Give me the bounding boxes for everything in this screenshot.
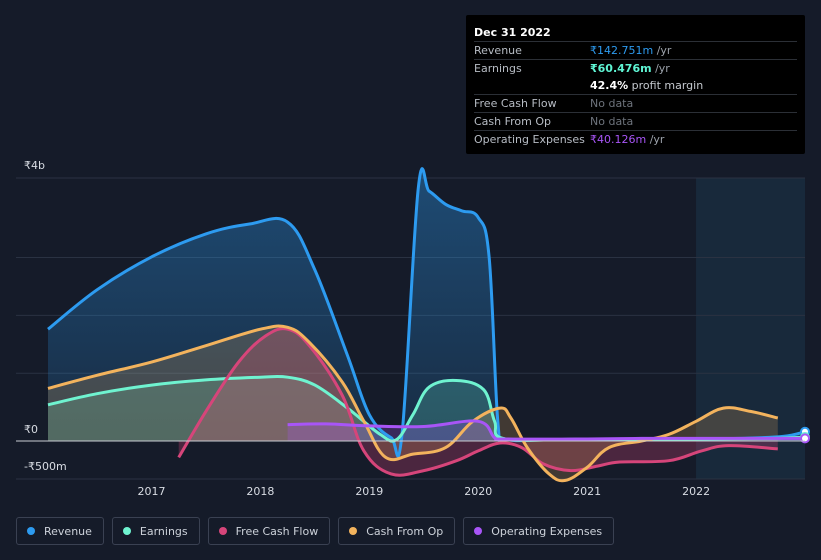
- revenue-value: ₹142.751m: [590, 44, 654, 57]
- x-tick-label: 2022: [682, 485, 710, 498]
- legend-dot-icon: [122, 527, 131, 535]
- tooltip-value: 42.4% profit margin: [590, 77, 797, 94]
- chart-legend: Revenue Earnings Free Cash Flow Cash Fro…: [16, 517, 615, 545]
- series-area-cash-from-op: [48, 325, 778, 481]
- legend-dot-icon: [27, 527, 35, 535]
- legend-item-cash-from-op[interactable]: Cash From Op: [338, 517, 456, 545]
- tooltip-label: Earnings: [474, 62, 522, 75]
- forecast-region: [696, 178, 805, 479]
- tooltip-label: Revenue: [474, 44, 522, 57]
- legend-item-revenue[interactable]: Revenue: [16, 517, 104, 545]
- opex-unit: /yr: [646, 133, 665, 146]
- x-tick-label: 2018: [246, 485, 274, 498]
- tooltip-row-cfo: Cash From Op No data: [474, 112, 797, 130]
- series-line-operating-expenses: [287, 419, 805, 441]
- x-tick-label: 2017: [137, 485, 165, 498]
- tooltip-value: No data: [590, 97, 634, 110]
- tooltip-value: ₹40.126m /yr: [590, 131, 797, 148]
- legend-item-operating-expenses[interactable]: Operating Expenses: [463, 517, 615, 545]
- x-tick-label: 2019: [355, 485, 383, 498]
- tooltip-row-margin: 42.4% profit margin: [474, 77, 797, 94]
- earnings-unit: /yr: [651, 62, 670, 75]
- margin-value: 42.4%: [590, 79, 629, 92]
- series-area-earnings: [48, 376, 805, 442]
- y-tick-label-zero: ₹0: [24, 423, 38, 436]
- tooltip-row-opex: Operating Expenses ₹40.126m /yr: [474, 130, 797, 148]
- x-tick-label: 2020: [464, 485, 492, 498]
- legend-item-earnings[interactable]: Earnings: [111, 517, 200, 545]
- legend-label: Cash From Op: [366, 524, 444, 538]
- tooltip-label-spacer: [474, 77, 590, 94]
- x-tick-label: 2021: [573, 485, 601, 498]
- legend-dot-icon: [218, 527, 227, 535]
- tooltip-row-revenue: Revenue ₹142.751m /yr: [474, 41, 797, 59]
- earnings-value: ₹60.476m: [590, 62, 652, 75]
- tooltip-row-fcf: Free Cash Flow No data: [474, 94, 797, 112]
- legend-label: Free Cash Flow: [235, 524, 319, 538]
- legend-label: Earnings: [139, 524, 188, 538]
- tooltip-label: Operating Expenses: [474, 133, 585, 146]
- series-area-operating-expenses: [287, 420, 806, 441]
- legend-dot-icon: [474, 527, 483, 535]
- series-line-free-cash-flow: [177, 327, 778, 477]
- opex-value: ₹40.126m: [590, 133, 647, 146]
- series-area-free-cash-flow: [178, 328, 778, 476]
- legend-label: Operating Expenses: [491, 524, 603, 538]
- tooltip-label: Cash From Op: [474, 115, 552, 128]
- tooltip-value: No data: [590, 115, 634, 128]
- data-tooltip: Dec 31 2022 Revenue ₹142.751m /yr Earnin…: [466, 15, 805, 154]
- series-area-revenue: [48, 168, 805, 457]
- tooltip-value: ₹142.751m /yr: [590, 42, 797, 59]
- series-line-cash-from-op: [47, 324, 779, 483]
- revenue-unit: /yr: [653, 44, 672, 57]
- series-endpoint-operating-expenses: [800, 433, 810, 444]
- margin-text: profit margin: [628, 79, 704, 92]
- tooltip-label: Free Cash Flow: [474, 97, 557, 110]
- tooltip-date: Dec 31 2022: [474, 26, 551, 39]
- legend-label: Revenue: [44, 524, 92, 538]
- y-tick-label-top: ₹4b: [24, 159, 45, 172]
- series-layer: [47, 167, 810, 483]
- legend-item-free-cash-flow[interactable]: Free Cash Flow: [207, 517, 331, 545]
- tooltip-row-earnings: Earnings ₹60.476m /yr: [474, 59, 797, 77]
- x-axis-ticks: 2017 2018 2019 2020 2021 2022: [137, 485, 710, 498]
- y-tick-label-bottom: -₹500m: [24, 460, 67, 473]
- legend-dot-icon: [349, 527, 358, 535]
- tooltip-value: ₹60.476m /yr: [590, 60, 797, 77]
